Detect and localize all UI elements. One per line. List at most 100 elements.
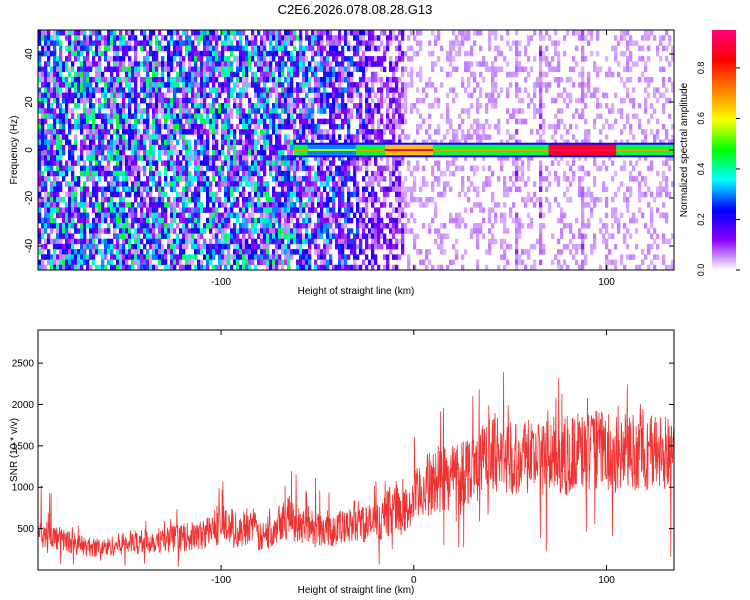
heatmap-cell	[44, 243, 48, 250]
heatmap-cell	[38, 144, 42, 151]
heatmap-cell	[119, 212, 123, 219]
heatmap-cell	[161, 233, 165, 239]
heatmap-cell	[197, 165, 201, 172]
heatmap-cell	[326, 207, 330, 213]
heatmap-cell	[305, 155, 309, 161]
heatmap-cell	[299, 87, 303, 93]
heatmap-cell	[146, 212, 150, 219]
heatmap-cell	[164, 181, 168, 187]
heatmap-cell	[41, 103, 45, 109]
heatmap-cell	[455, 129, 459, 135]
heatmap-cell	[251, 118, 255, 125]
heatmap-cell	[263, 238, 267, 245]
heatmap-cell	[206, 202, 210, 208]
heatmap-cell	[296, 207, 300, 213]
heatmap-cell	[392, 30, 396, 36]
heatmap-cell	[236, 212, 240, 219]
heatmap-cell	[50, 181, 54, 187]
heatmap-cell	[80, 254, 84, 260]
heatmap-cell	[143, 76, 147, 83]
heatmap-cell	[77, 66, 81, 73]
heatmap-cell	[194, 249, 198, 255]
heatmap-cell	[236, 202, 240, 208]
heatmap-cell	[212, 233, 216, 239]
heatmap-cell	[266, 212, 270, 219]
heatmap-cell	[236, 30, 240, 36]
heatmap-cell	[56, 233, 60, 239]
heatmap-cell	[89, 202, 93, 208]
heatmap-cell	[152, 92, 156, 99]
heatmap-cell	[278, 238, 282, 245]
heatmap-cell	[320, 181, 324, 187]
heatmap-cell	[278, 223, 282, 229]
heatmap-cell	[281, 155, 285, 161]
heatmap-cell	[242, 212, 246, 219]
heatmap-cell	[488, 35, 492, 41]
heatmap-cell	[266, 66, 270, 73]
heatmap-cell	[293, 30, 297, 36]
heatmap-cell	[215, 30, 219, 36]
heatmap-cell	[98, 212, 102, 219]
heatmap-cell	[395, 87, 399, 93]
heatmap-cell	[398, 123, 402, 130]
heatmap-cell	[314, 61, 318, 67]
heatmap-cell	[305, 30, 309, 36]
heatmap-cell	[95, 123, 99, 130]
heatmap-cell	[308, 87, 312, 93]
heatmap-cell	[188, 71, 192, 78]
heatmap-cell	[191, 217, 195, 224]
heatmap-cell	[263, 118, 267, 125]
heatmap-cell	[272, 165, 276, 172]
heatmap-cell	[491, 196, 495, 203]
heatmap-cell	[125, 249, 129, 255]
heatmap-cell	[167, 238, 171, 245]
heatmap-cell	[296, 71, 300, 78]
heatmap-cell	[83, 217, 87, 224]
heatmap-cell	[161, 103, 165, 109]
heatmap-cell	[455, 139, 459, 146]
heatmap-cell	[269, 45, 273, 52]
heatmap-cell	[530, 217, 534, 224]
heatmap-cell	[497, 118, 501, 125]
heatmap-cell	[287, 92, 291, 99]
heatmap-cell	[128, 45, 132, 52]
heatmap-cell	[392, 71, 396, 78]
heatmap-cell	[332, 191, 336, 198]
heatmap-cell	[92, 113, 96, 119]
heatmap-cell	[452, 56, 456, 62]
heatmap-cell	[314, 30, 318, 36]
heatmap-cell	[266, 35, 270, 41]
heatmap-cell	[320, 134, 324, 140]
heatmap-cell	[380, 92, 384, 99]
heatmap-cell	[80, 249, 84, 255]
heatmap-cell	[380, 243, 384, 250]
heatmap-cell	[227, 129, 231, 135]
heatmap-cell	[113, 181, 117, 187]
heatmap-cell	[113, 103, 117, 109]
heatmap-cell	[245, 123, 249, 130]
heatmap-cell	[41, 155, 45, 161]
heatmap-cell	[80, 113, 84, 119]
heatmap-cell	[368, 191, 372, 198]
heatmap-cell	[80, 228, 84, 234]
heatmap-cell	[215, 243, 219, 250]
heatmap-cell	[176, 30, 180, 36]
heatmap-cell	[443, 249, 447, 255]
heatmap-cell	[395, 103, 399, 109]
heatmap-cell	[95, 129, 99, 135]
heatmap-cell	[428, 123, 432, 130]
heatmap-cell	[290, 144, 294, 151]
heatmap-cell	[413, 243, 417, 250]
heatmap-cell	[167, 103, 171, 109]
heatmap-cell	[260, 202, 264, 208]
heatmap-cell	[308, 259, 312, 266]
heatmap-cell	[257, 97, 261, 104]
heatmap-cell	[407, 228, 411, 234]
heatmap-cell	[383, 191, 387, 198]
heatmap-cell	[461, 134, 465, 140]
heatmap-cell	[146, 134, 150, 140]
heatmap-cell	[347, 155, 351, 161]
heatmap-cell	[296, 97, 300, 104]
heatmap-cell	[47, 207, 51, 213]
heatmap-cell	[107, 118, 111, 125]
